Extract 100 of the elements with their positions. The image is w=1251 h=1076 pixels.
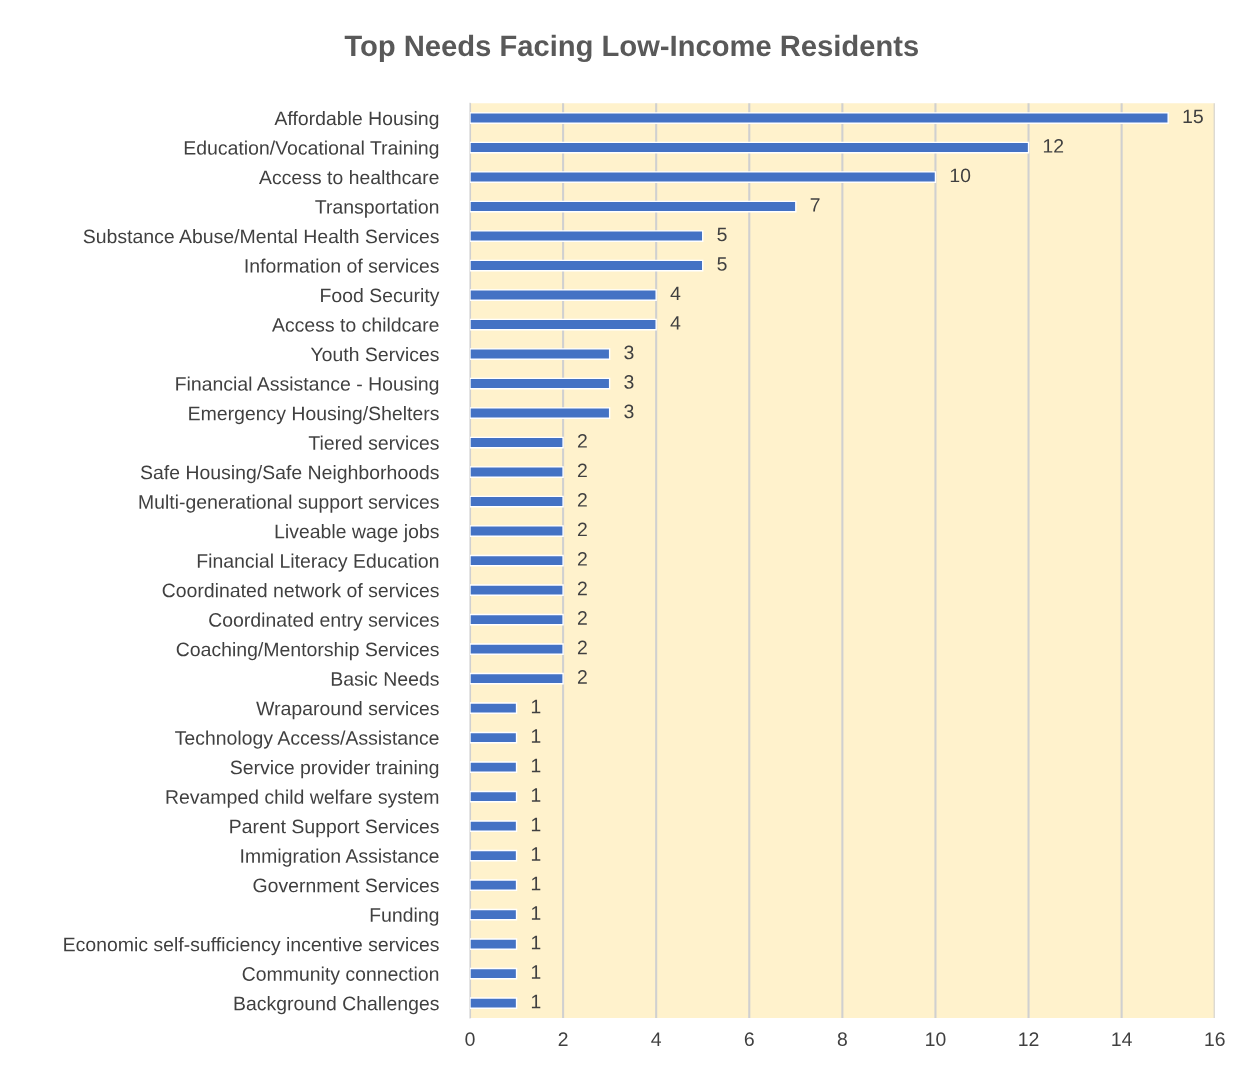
bar [470,731,518,744]
data-label: 1 [531,788,541,802]
y-tick-label: Financial Assistance - Housing [176,376,439,395]
y-tick-label: Immigration Assistance [241,848,439,867]
y-tick-label: Education/Vocational Training [184,140,439,159]
y-tick-label: Parent Support Services [230,819,439,838]
bar [470,702,518,714]
data-label: 2 [577,493,587,507]
x-tick-label: 2 [558,1032,568,1046]
data-label: 2 [577,522,587,537]
y-tick-label: Information of services [245,258,439,273]
bar [470,171,937,183]
y-tick-label: Funding [370,907,439,926]
y-tick-label: Financial Literacy Education [197,553,439,572]
data-label: 2 [577,581,587,596]
bar [470,407,611,419]
y-tick-label: Background Challenges [234,996,439,1015]
x-tick-label: 0 [465,1032,475,1047]
y-tick-label: Technology Access/Assistance [175,730,439,749]
bar [470,141,1030,154]
bar [470,820,518,832]
data-label: 12 [1043,139,1064,153]
data-label: 1 [531,729,541,743]
data-label: 1 [531,817,541,832]
bar [470,230,704,242]
y-tick-label: Access to childcare [271,317,439,332]
bar [470,672,564,685]
data-label: 1 [531,935,541,950]
data-label: 1 [531,758,541,773]
y-tick-label: Youth Services [310,347,439,362]
y-tick-label: Community connection [242,966,439,985]
y-tick-label: Affordable Housing [274,111,439,130]
data-label: 1 [531,994,541,1009]
bar [470,289,657,301]
bar [470,908,518,921]
bar [470,495,564,508]
x-tick-label: 8 [837,1032,847,1047]
y-tick-label: Emergency Housing/Shelters [189,406,439,425]
data-label: 4 [670,316,681,330]
y-tick-label: Government Services [253,878,439,893]
x-tick-label: 12 [1019,1032,1039,1046]
data-label: 2 [577,552,587,566]
bar [470,318,657,331]
data-label: 1 [531,847,541,861]
data-label: 7 [810,198,820,212]
data-label: 10 [950,168,971,183]
bar [470,790,518,803]
bar [470,997,518,1010]
data-label: 5 [717,257,727,271]
y-tick-label: Food Security [321,288,440,307]
bar [470,259,704,272]
data-label: 5 [717,227,727,242]
data-label: 2 [577,611,587,625]
data-label: 3 [624,345,634,360]
y-tick-label: Tiered services [308,435,439,450]
bar [470,348,611,360]
x-tick-label: 14 [1112,1032,1132,1046]
data-label: 1 [531,876,541,891]
y-tick-label: Liveable wage jobs [275,524,439,543]
y-tick-label: Basic Needs [331,671,439,686]
data-label: 15 [1183,109,1203,124]
y-tick-label: Revamped child welfare system [166,789,439,808]
y-tick-label: Substance Abuse/Mental Health Services [83,229,439,244]
data-label: 2 [577,434,587,448]
y-tick-label: Coaching/Mentorship Services [176,642,439,661]
y-tick-label: Access to healthcare [259,170,439,185]
x-tick-label: 16 [1205,1032,1225,1047]
chart-title: Top Needs Facing Low-Income Residents [344,34,918,63]
y-tick-label: Wraparound services [256,701,439,720]
bar [470,200,797,213]
data-label: 3 [624,404,634,419]
bar [470,436,564,449]
bar [470,967,518,980]
data-label: 1 [531,699,541,714]
bar [470,643,564,655]
data-label: 2 [577,640,587,655]
bar [470,761,518,773]
y-tick-label: Multi-generational support services [139,494,439,513]
bar [470,938,518,950]
data-label: 1 [531,906,541,920]
x-tick-label: 10 [926,1032,946,1047]
y-tick-label: Economic self-sufficiency incentive services [64,937,439,956]
bar [470,466,564,478]
bar [470,584,564,596]
bar [470,377,611,390]
x-tick-label: 6 [744,1032,754,1047]
data-label: 1 [531,965,541,979]
y-tick-label: Safe Housing/Safe Neighborhoods [140,465,439,484]
y-tick-label: Transportation [315,199,439,218]
data-label: 2 [577,670,587,684]
y-tick-label: Coordinated entry services [209,612,439,631]
bar [470,879,518,891]
bar [470,554,564,567]
bar [470,525,564,537]
data-label: 2 [577,463,587,478]
bar [470,613,564,626]
bar [470,849,518,862]
data-label: 4 [670,286,681,301]
x-tick-label: 4 [651,1032,662,1046]
data-label: 3 [624,375,634,389]
